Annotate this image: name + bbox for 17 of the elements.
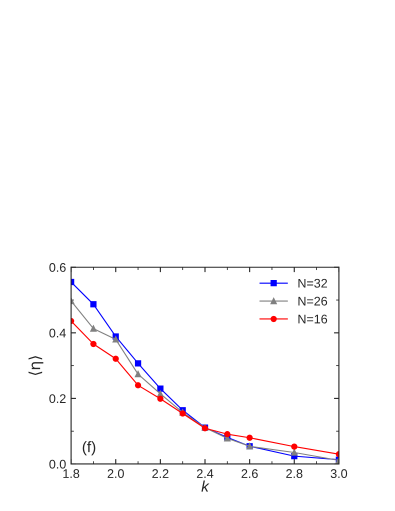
- y-tick-label: 0.6: [49, 263, 66, 272]
- y-tick-label: 0.4: [49, 328, 66, 338]
- legend-label: N=26: [298, 296, 328, 306]
- y-tick-label: 0.2: [49, 394, 66, 404]
- x-tick-label: 2.6: [242, 469, 258, 478]
- x-tick-label: 2.2: [152, 469, 168, 478]
- y-tick-label: 0.0: [49, 460, 66, 469]
- legend-label: N=32: [298, 278, 328, 288]
- x-tick-label: 3.0: [330, 469, 348, 478]
- x-tick-label: 2.4: [196, 469, 214, 478]
- x-tick-label: 1.8: [63, 469, 80, 478]
- legend-label: N=16: [298, 314, 328, 324]
- annotation: (f): [82, 441, 96, 456]
- y-axis-title: ⟨η⟩: [28, 356, 44, 376]
- x-axis-title: k: [201, 480, 210, 492]
- x-tick-label: 2.0: [108, 469, 124, 478]
- x-tick-label: 2.8: [286, 469, 302, 478]
